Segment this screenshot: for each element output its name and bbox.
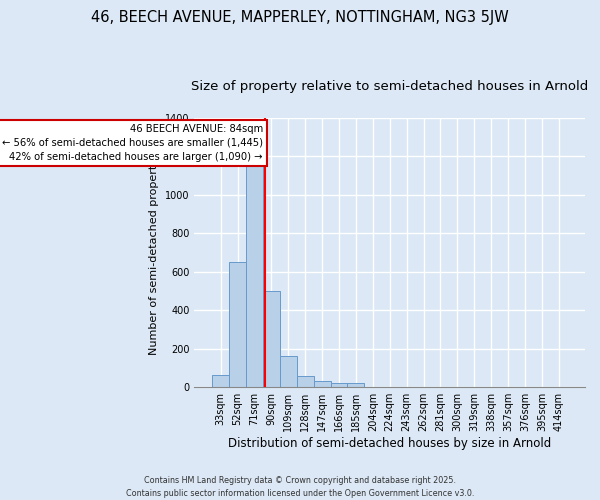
Y-axis label: Number of semi-detached properties: Number of semi-detached properties <box>149 150 160 356</box>
Bar <box>314 382 331 387</box>
Text: 46, BEECH AVENUE, MAPPERLEY, NOTTINGHAM, NG3 5JW: 46, BEECH AVENUE, MAPPERLEY, NOTTINGHAM,… <box>91 10 509 25</box>
Bar <box>331 384 347 387</box>
Bar <box>263 291 280 387</box>
Bar <box>280 356 297 387</box>
X-axis label: Distribution of semi-detached houses by size in Arnold: Distribution of semi-detached houses by … <box>228 437 551 450</box>
Bar <box>297 376 314 387</box>
Bar <box>212 374 229 387</box>
Bar <box>246 164 263 387</box>
Text: Contains HM Land Registry data © Crown copyright and database right 2025.
Contai: Contains HM Land Registry data © Crown c… <box>126 476 474 498</box>
Text: 46 BEECH AVENUE: 84sqm
← 56% of semi-detached houses are smaller (1,445)
42% of : 46 BEECH AVENUE: 84sqm ← 56% of semi-det… <box>2 124 263 162</box>
Bar <box>229 262 246 387</box>
Title: Size of property relative to semi-detached houses in Arnold: Size of property relative to semi-detach… <box>191 80 589 93</box>
Bar <box>347 384 364 387</box>
